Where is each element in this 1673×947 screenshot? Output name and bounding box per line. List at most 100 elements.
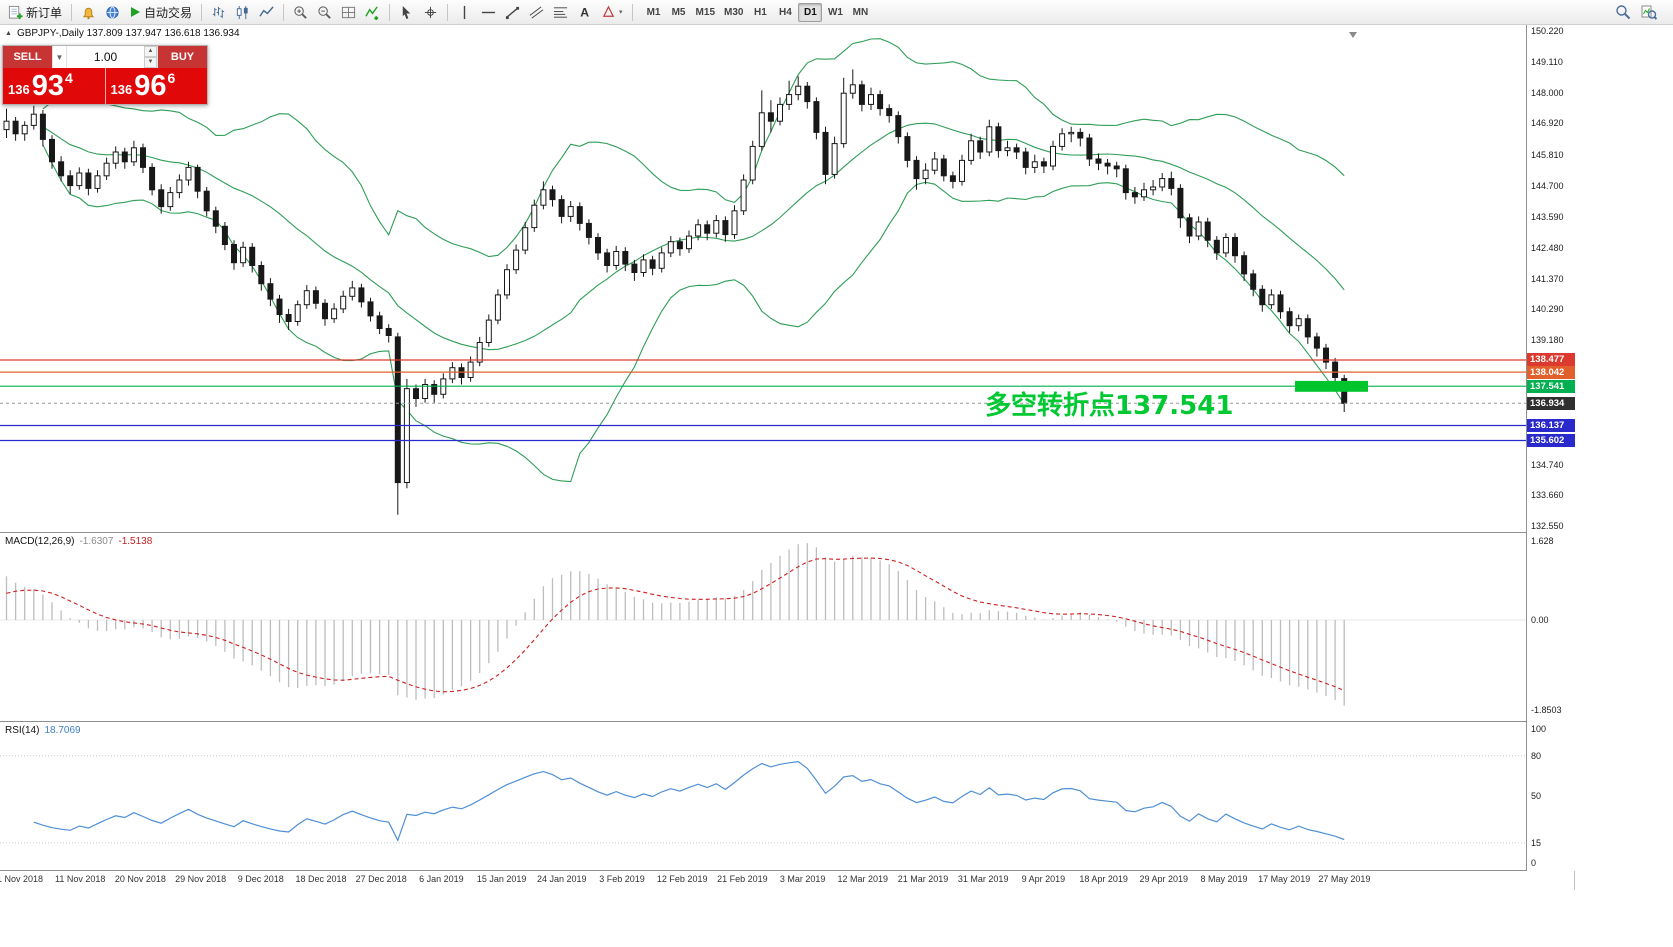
cursor-button[interactable] <box>395 2 418 23</box>
timeframe-D1-button[interactable]: D1 <box>798 2 823 22</box>
scale-label: 148.000 <box>1531 88 1564 99</box>
volume-down-button[interactable]: ▼ <box>144 57 157 68</box>
shapes-icon <box>602 5 615 17</box>
crosshair-button[interactable] <box>419 2 442 23</box>
annotation-text[interactable]: 多空转折点137.541 <box>985 390 1233 421</box>
rsi-line <box>33 760 1345 842</box>
scale-label: 140.290 <box>1531 304 1564 315</box>
fibonacci-button[interactable] <box>549 2 572 23</box>
timeframe-M5-button[interactable]: M5 <box>667 3 691 22</box>
toolbar-separator <box>447 3 449 21</box>
timeframe-W1-button[interactable]: W1 <box>823 3 847 22</box>
magnifier-chart-icon <box>1641 5 1657 20</box>
line-chart-button[interactable] <box>255 2 278 23</box>
macd-header: MACD(12,26,9) -1.6307 -1.5138 <box>5 536 152 547</box>
toolbar-separator <box>631 3 633 21</box>
timeframe-M30-button[interactable]: M30 <box>720 3 747 22</box>
scale-label: 133.660 <box>1531 489 1564 500</box>
bar-chart-button[interactable] <box>207 2 230 23</box>
search-button[interactable] <box>1611 2 1635 23</box>
trade-panel-controls: SELL ▼ ▲ ▼ BUY <box>3 46 207 68</box>
text-button[interactable]: A <box>573 2 596 23</box>
sell-price-big: 93 <box>31 69 64 102</box>
date-label: 27 May 2019 <box>1318 874 1371 884</box>
date-label: 8 May 2019 <box>1200 874 1248 884</box>
trendline-button[interactable] <box>501 2 524 23</box>
date-label: 29 Apr 2019 <box>1139 874 1189 884</box>
fibonacci-icon <box>553 6 568 18</box>
scale-label: 141.370 <box>1531 273 1564 284</box>
date-label: 18 Apr 2019 <box>1079 874 1128 884</box>
scale-label: 80 <box>1531 750 1542 761</box>
volume-up-button[interactable]: ▲ <box>144 46 157 57</box>
zoom-out-button[interactable] <box>313 2 336 23</box>
grid-icon <box>341 6 356 18</box>
vertical-line-button[interactable] <box>453 2 476 23</box>
main-toolbar: 新订单 自动交易 A ▾ M1 M5 M15 M30 H1 H4 D1 W1 MN <box>0 0 1673 25</box>
caret-down-icon: ▾ <box>619 9 623 16</box>
date-label: 20 Nov 2018 <box>114 874 166 884</box>
equidistant-channel-button[interactable] <box>525 2 548 23</box>
timeframe-M1-button[interactable]: M1 <box>642 3 666 22</box>
alerts-button[interactable] <box>77 2 100 23</box>
date-label: 3 Mar 2019 <box>779 874 826 884</box>
rsi-header: RSI(14) 18.7069 <box>5 725 81 736</box>
sell-price-button[interactable]: 136 93 4 <box>3 68 106 104</box>
candlesticks <box>3 69 1348 515</box>
main-chart[interactable]: 多空转折点137.541 <box>0 25 1526 532</box>
price-level-tag: 136.137 <box>1527 419 1575 432</box>
chart-search-button[interactable] <box>1637 2 1661 23</box>
toolbar-separator <box>283 3 285 21</box>
date-label: 3 Feb 2019 <box>599 874 645 884</box>
scale-label: 1.628 <box>1531 536 1554 547</box>
rsi-pane[interactable] <box>0 722 1526 870</box>
timeframe-MN-button[interactable]: MN <box>848 3 872 22</box>
auto-trading-label: 自动交易 <box>144 5 193 20</box>
date-label: 12 Mar 2019 <box>837 874 889 884</box>
timeframe-M15-button[interactable]: M15 <box>692 3 719 22</box>
zoom-in-icon <box>294 5 307 19</box>
highlight-rectangle[interactable] <box>1295 380 1368 392</box>
candlestick-chart-button[interactable] <box>231 2 254 23</box>
indicators-button[interactable] <box>361 2 384 23</box>
macd-pane[interactable] <box>0 533 1526 721</box>
sell-button[interactable]: SELL <box>3 46 52 68</box>
buy-price-button[interactable]: 136 96 6 <box>105 68 207 104</box>
pane-separator[interactable] <box>0 532 1575 533</box>
price-scale[interactable]: 150.220 149.110 148.000 146.920 145.810 144.7… <box>1526 25 1575 871</box>
date-label: 17 May 2019 <box>1258 874 1311 884</box>
line-chart-icon <box>259 5 274 17</box>
order-options-button[interactable]: ▼ <box>52 46 66 68</box>
timeframe-H4-button[interactable]: H4 <box>773 3 797 22</box>
macd-label: MACD(12,26,9) <box>5 536 75 547</box>
text-icon: A <box>580 5 589 19</box>
volume-input[interactable] <box>67 46 144 68</box>
crosshair-icon <box>424 6 437 18</box>
svg-text:A: A <box>580 5 589 19</box>
scale-label: 139.180 <box>1531 335 1564 346</box>
scale-label: 134.740 <box>1531 459 1564 470</box>
horizontal-line-button[interactable] <box>477 2 500 23</box>
new-order-button[interactable]: 新订单 <box>4 2 66 23</box>
volume-stepper: ▲ ▼ <box>144 46 157 68</box>
scroll-marker-icon[interactable] <box>1349 32 1357 38</box>
collapse-icon[interactable]: ▲ <box>5 30 12 37</box>
zoom-in-button[interactable] <box>289 2 312 23</box>
rsi-level-lines <box>0 755 1526 844</box>
pane-separator[interactable] <box>0 721 1575 722</box>
community-button[interactable] <box>101 2 124 23</box>
auto-trading-button[interactable]: 自动交易 <box>125 2 196 23</box>
scale-label: 0.00 <box>1531 615 1549 625</box>
arrows-button[interactable]: ▾ <box>597 2 627 23</box>
timeframe-H1-button[interactable]: H1 <box>748 3 772 22</box>
date-axis[interactable]: 1 Nov 2018 11 Nov 2018 20 Nov 2018 29 Nov 2… <box>0 871 1526 890</box>
tile-windows-button[interactable] <box>337 2 360 23</box>
buy-button[interactable]: BUY <box>158 46 207 68</box>
pane-separator <box>0 870 1575 871</box>
horizontal-level-lines[interactable] <box>0 359 1526 442</box>
scale-label: 15 <box>1531 837 1542 848</box>
scale-label: 132.550 <box>1531 520 1564 531</box>
sell-price-prefix: 136 <box>8 81 30 97</box>
timeframe-toolbar: M1 M5 M15 M30 H1 H4 D1 W1 MN <box>642 2 873 22</box>
trendline-icon <box>505 6 520 19</box>
